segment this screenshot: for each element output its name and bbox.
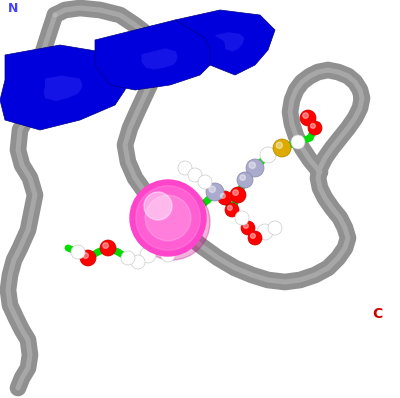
Circle shape bbox=[178, 161, 192, 175]
Circle shape bbox=[209, 186, 216, 193]
Circle shape bbox=[273, 139, 291, 157]
Circle shape bbox=[310, 123, 315, 128]
Circle shape bbox=[303, 113, 308, 118]
Circle shape bbox=[268, 221, 282, 235]
Circle shape bbox=[260, 147, 276, 163]
Circle shape bbox=[276, 142, 282, 148]
Circle shape bbox=[151, 241, 165, 255]
Circle shape bbox=[250, 234, 255, 238]
Circle shape bbox=[80, 250, 96, 266]
Circle shape bbox=[191, 201, 205, 215]
Circle shape bbox=[237, 172, 253, 188]
Circle shape bbox=[71, 245, 85, 259]
Circle shape bbox=[103, 243, 108, 248]
Circle shape bbox=[83, 253, 88, 258]
Circle shape bbox=[248, 231, 262, 245]
Circle shape bbox=[206, 183, 224, 201]
Circle shape bbox=[244, 223, 248, 228]
Circle shape bbox=[144, 192, 172, 220]
Polygon shape bbox=[44, 76, 82, 101]
Circle shape bbox=[121, 251, 135, 265]
Text: C: C bbox=[372, 307, 382, 321]
Circle shape bbox=[134, 184, 210, 260]
Circle shape bbox=[220, 193, 225, 198]
Circle shape bbox=[188, 168, 202, 182]
Circle shape bbox=[171, 221, 185, 235]
Circle shape bbox=[257, 224, 273, 240]
Circle shape bbox=[240, 175, 246, 180]
Circle shape bbox=[130, 180, 206, 256]
Circle shape bbox=[308, 121, 322, 135]
Circle shape bbox=[218, 191, 232, 205]
Circle shape bbox=[291, 135, 305, 149]
Circle shape bbox=[136, 186, 200, 250]
Circle shape bbox=[145, 195, 191, 241]
Polygon shape bbox=[142, 48, 178, 69]
Circle shape bbox=[241, 221, 255, 235]
Polygon shape bbox=[175, 10, 275, 75]
Text: N: N bbox=[8, 2, 18, 15]
Circle shape bbox=[235, 211, 249, 225]
Circle shape bbox=[225, 203, 239, 217]
Circle shape bbox=[228, 205, 232, 211]
Circle shape bbox=[246, 159, 264, 177]
Polygon shape bbox=[214, 32, 244, 52]
Circle shape bbox=[233, 190, 238, 195]
Circle shape bbox=[230, 187, 246, 203]
Circle shape bbox=[100, 240, 116, 256]
Circle shape bbox=[161, 248, 175, 262]
Circle shape bbox=[300, 110, 316, 126]
Circle shape bbox=[140, 247, 156, 263]
Circle shape bbox=[198, 175, 212, 189]
Circle shape bbox=[249, 162, 256, 168]
Polygon shape bbox=[95, 20, 215, 90]
Polygon shape bbox=[0, 45, 130, 130]
Circle shape bbox=[131, 255, 145, 269]
